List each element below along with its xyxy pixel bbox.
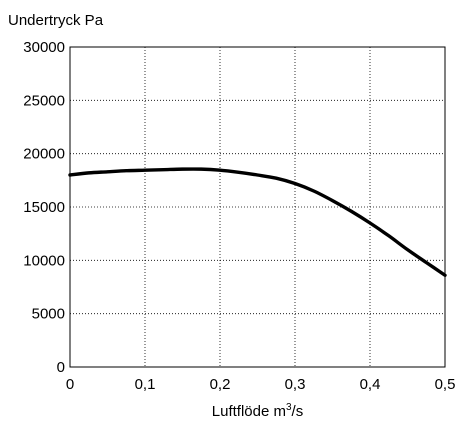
- y-tick-label: 25000: [23, 92, 65, 109]
- y-axis-title: Undertryck Pa: [8, 12, 104, 29]
- y-tick-label: 20000: [23, 146, 65, 163]
- y-tick-label: 0: [57, 359, 65, 376]
- x-axis-title-text: Luftflöde m: [212, 403, 286, 420]
- plot-frame: [69, 46, 446, 368]
- grid: [70, 47, 445, 367]
- series: [68, 167, 447, 277]
- x-tick-label: 0,4: [360, 376, 381, 393]
- x-axis-title-superscript: 3: [286, 402, 292, 413]
- y-tick-label: 30000: [23, 39, 65, 56]
- x-tick-label: 0,2: [210, 376, 231, 393]
- x-tick-label: 0,1: [135, 376, 156, 393]
- y-tick-label: 15000: [23, 199, 65, 216]
- x-tick-labels: 0 0,1 0,2 0,3 0,4 0,5: [66, 376, 456, 393]
- y-tick-label: 10000: [23, 252, 65, 269]
- y-tick-label: 5000: [32, 306, 65, 323]
- y-tick-labels: 0 5000 10000 15000 20000 25000 30000: [23, 39, 65, 376]
- x-axis-title-suffix: /s: [292, 403, 304, 420]
- x-tick-label: 0,5: [435, 376, 456, 393]
- x-tick-label: 0,3: [285, 376, 306, 393]
- x-axis-title: Luftflöde m3/s: [212, 402, 303, 420]
- x-tick-label: 0: [66, 376, 74, 393]
- series-line: [68, 167, 447, 277]
